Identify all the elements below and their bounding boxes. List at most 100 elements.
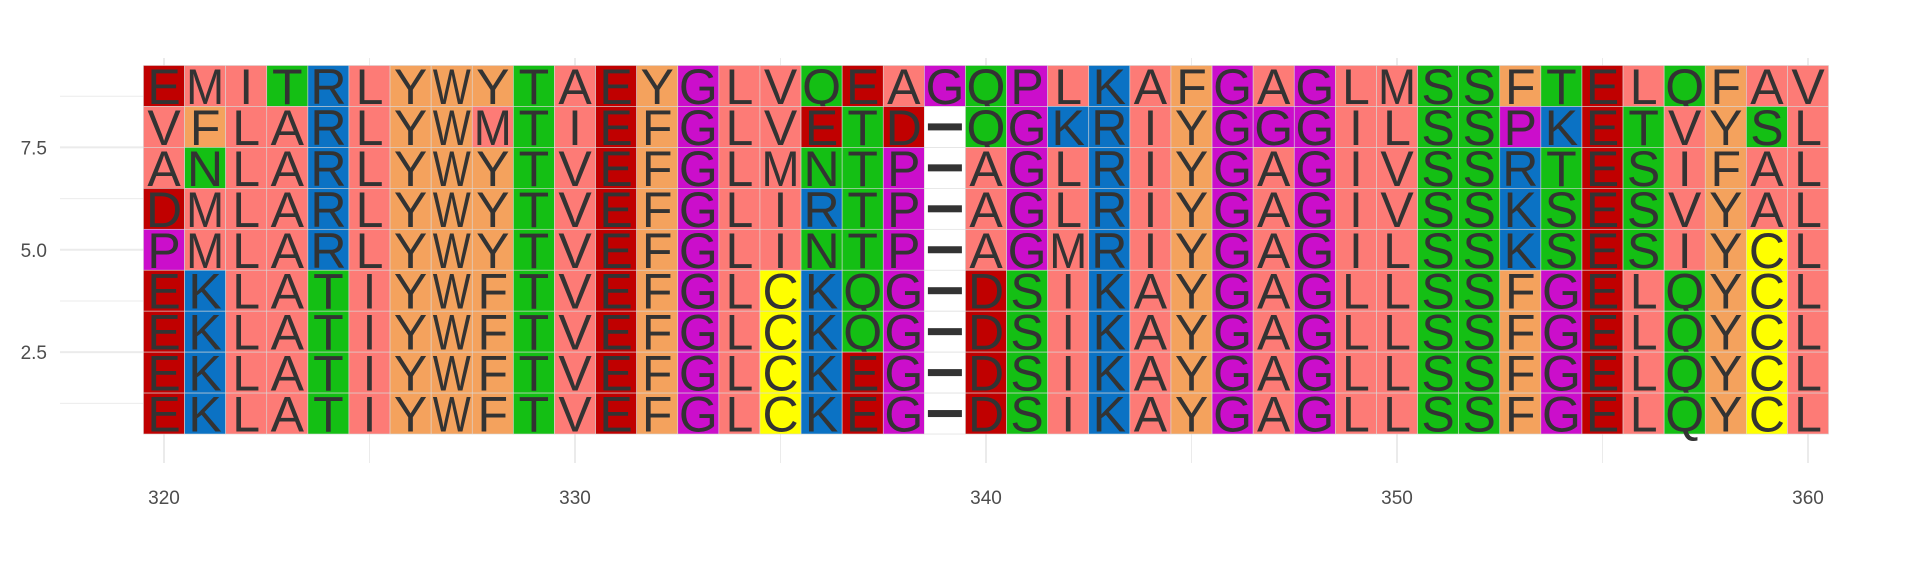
residue-letter: I: [1061, 264, 1075, 320]
residue-letter: S: [1627, 223, 1660, 279]
residue-letter: Y: [1709, 100, 1742, 156]
residue-letter: R: [310, 59, 346, 115]
residue-tile: [225, 65, 268, 107]
residue-tile: [1663, 147, 1706, 189]
residue-letter: F: [1711, 141, 1742, 197]
residue-tile: [1663, 310, 1706, 353]
residue-letter: M: [762, 141, 800, 197]
residue-letter: L: [1054, 182, 1082, 238]
residue-letter: L: [232, 346, 260, 402]
residue-tile: [348, 65, 391, 107]
residue-letter: F: [1176, 59, 1207, 115]
residue-letter: E: [147, 59, 180, 115]
residue-tile: [1376, 392, 1418, 435]
residue-letter: S: [1421, 223, 1454, 279]
residue-letter: R: [1091, 223, 1127, 279]
residue-letter: G: [1295, 223, 1334, 279]
residue-letter: F: [642, 100, 673, 156]
residue-tile: [800, 310, 843, 353]
residue-letter: S: [1463, 141, 1496, 197]
residue-letter: K: [805, 264, 838, 320]
residue-tile: [471, 351, 514, 394]
residue-tile: [554, 269, 596, 312]
residue-letter: E: [147, 387, 180, 443]
residue-tile: [225, 269, 268, 312]
residue-letter: E: [147, 305, 180, 361]
residue-letter: I: [1678, 223, 1692, 279]
residue-letter: N: [804, 223, 840, 279]
residue-letter: L: [1342, 59, 1370, 115]
residue-tile: [1211, 106, 1254, 148]
residue-letter: V: [764, 59, 798, 115]
gap-mark: [927, 410, 962, 418]
residue-letter: N: [804, 141, 840, 197]
residue-letter: L: [232, 264, 260, 320]
residue-letter: I: [239, 59, 253, 115]
residue-tile: [389, 392, 432, 435]
residue-letter: L: [1794, 182, 1822, 238]
residue-letter: V: [558, 223, 592, 279]
residue-letter: Y: [641, 59, 674, 115]
residue-letter: L: [1383, 305, 1411, 361]
residue-tile: [636, 228, 679, 271]
residue-letter: W: [433, 182, 472, 238]
residue-letter: R: [804, 182, 840, 238]
residue-tile: [1499, 228, 1542, 271]
residue-tile: [1663, 228, 1706, 271]
residue-tile: [718, 106, 761, 148]
x-tick-label: 320: [148, 488, 180, 509]
residue-letter: L: [1630, 305, 1658, 361]
residue-letter: V: [558, 141, 592, 197]
residue-letter: Y: [1175, 100, 1208, 156]
residue-tile: [718, 228, 761, 271]
residue-tile: [1252, 392, 1295, 435]
residue-tile: [1622, 351, 1665, 394]
residue-letter: Q: [1665, 59, 1704, 115]
residue-tile: [1787, 228, 1829, 271]
residue-tile: [1787, 269, 1829, 312]
residue-tile: [636, 65, 679, 107]
residue-letter: F: [1505, 346, 1536, 402]
residue-tile: [348, 188, 391, 230]
residue-tile: [1622, 228, 1665, 271]
residue-letter: G: [1295, 387, 1334, 443]
residue-letter: L: [1630, 387, 1658, 443]
y-tick-label: 7.5: [21, 138, 47, 159]
residue-tile: [307, 188, 350, 230]
residue-tile: [595, 310, 637, 353]
residue-tile: [677, 269, 720, 312]
residue-tile: [1293, 106, 1336, 148]
residue-letter: Y: [394, 387, 427, 443]
residue-letter: E: [599, 59, 632, 115]
residue-letter: V: [558, 182, 592, 238]
residue-letter: E: [1586, 100, 1619, 156]
residue-tile: [1129, 106, 1172, 148]
residue-letter: G: [1008, 100, 1047, 156]
residue-letter: A: [147, 141, 181, 197]
residue-tile: [1622, 269, 1665, 312]
residue-letter: Q: [1665, 387, 1704, 443]
residue-letter: G: [925, 59, 964, 115]
residue-tile: [225, 310, 268, 353]
residue-tile: [1663, 106, 1706, 148]
residue-letter: L: [1794, 100, 1822, 156]
residue-tile: [595, 147, 637, 189]
residue-tile: [143, 310, 185, 353]
residue-letter: S: [1421, 100, 1454, 156]
residue-letter: E: [1586, 223, 1619, 279]
residue-letter: G: [679, 305, 718, 361]
residue-letter: G: [1213, 223, 1252, 279]
residue-tile: [266, 310, 309, 353]
residue-tile: [430, 106, 473, 148]
residue-tile: [759, 310, 802, 353]
residue-letter: T: [519, 346, 550, 402]
residue-tile: [1047, 106, 1090, 148]
residue-letter: L: [725, 305, 753, 361]
residue-letter: G: [679, 182, 718, 238]
residue-tile: [513, 188, 555, 230]
residue-letter: K: [805, 305, 838, 361]
residue-letter: I: [363, 264, 377, 320]
residue-letter: K: [805, 387, 838, 443]
residue-letter: S: [1010, 305, 1043, 361]
residue-tile: [1211, 188, 1254, 230]
